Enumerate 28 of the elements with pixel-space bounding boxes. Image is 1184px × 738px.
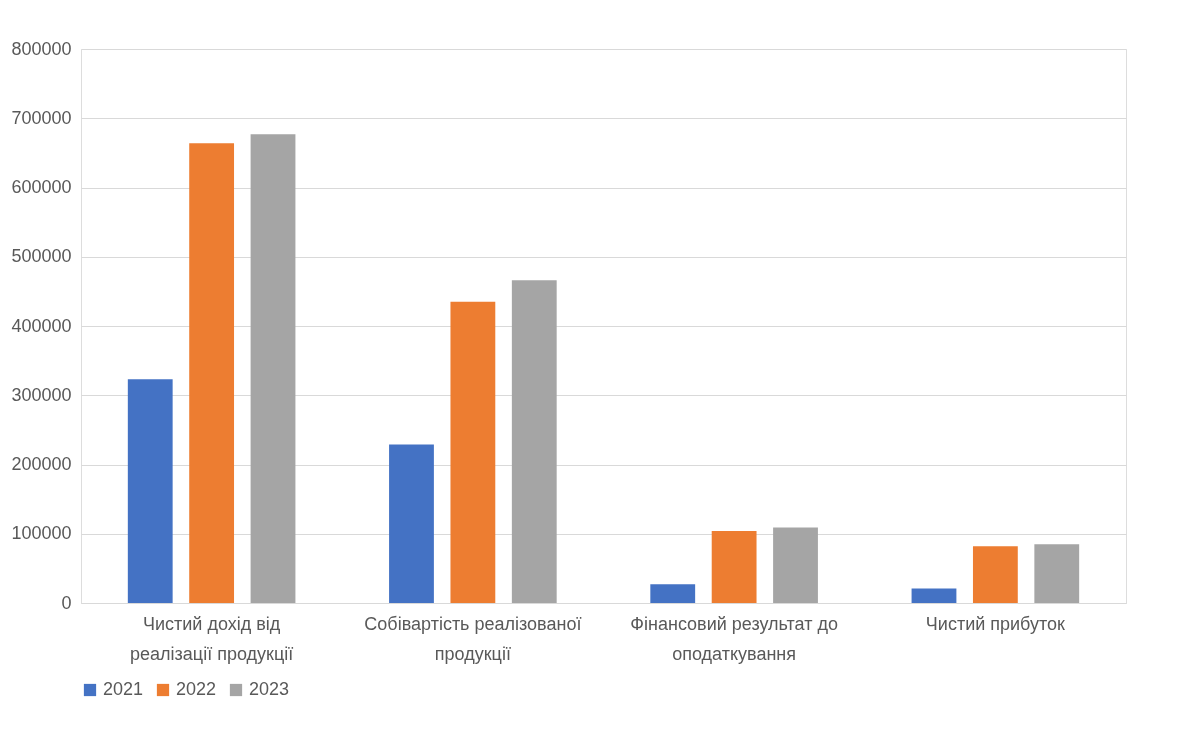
y-tick-label: 700000 [11, 107, 72, 128]
legend-label: 2021 [103, 679, 144, 699]
bar [972, 546, 1018, 603]
legend-label: 2022 [176, 679, 217, 699]
x-tick-label: Чистий прибуток [925, 613, 1066, 634]
y-tick-label: 800000 [11, 38, 72, 59]
x-tick-label: Чистий дохід від реалізації продукції [130, 613, 294, 664]
bar [389, 444, 434, 603]
bar [511, 280, 557, 603]
y-tick-label: 500000 [11, 246, 72, 267]
y-tick-label: 200000 [11, 454, 72, 474]
bar [189, 143, 235, 603]
y-tick-label: 600000 [11, 177, 72, 197]
bar [911, 588, 957, 603]
y-tick-label: 300000 [11, 384, 72, 405]
y-tick-label: 0 [61, 592, 72, 613]
y-tick-label: 100000 [11, 523, 72, 544]
bar [250, 134, 296, 603]
bar [773, 527, 818, 603]
x-tick-label: Фінансовий результат до оподаткування [630, 613, 838, 664]
x-tick-label: Собівартість реалізованої продукції [364, 613, 582, 664]
bar [650, 584, 696, 603]
y-tick-label: 400000 [11, 315, 72, 336]
bar [127, 379, 173, 603]
legend-label: 2023 [249, 679, 290, 699]
bar [1034, 544, 1080, 603]
bar [450, 301, 496, 603]
bar [711, 530, 757, 603]
